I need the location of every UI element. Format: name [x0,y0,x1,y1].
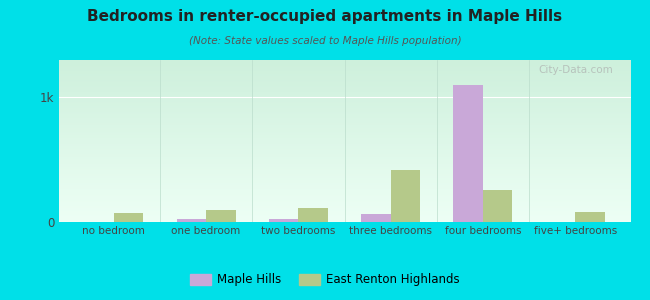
Text: Bedrooms in renter-occupied apartments in Maple Hills: Bedrooms in renter-occupied apartments i… [88,9,562,24]
Bar [545,221,575,222]
Bar [114,213,144,222]
Bar [575,212,604,222]
Bar [177,218,206,222]
Bar [391,170,420,222]
Bar [206,210,236,222]
Text: (Note: State values scaled to Maple Hills population): (Note: State values scaled to Maple Hill… [188,36,462,46]
Bar [298,208,328,222]
Bar [453,85,483,222]
Text: City-Data.com: City-Data.com [539,65,614,75]
Bar [483,190,512,222]
Bar [361,214,391,222]
Bar [84,221,114,222]
Legend: Maple Hills, East Renton Highlands: Maple Hills, East Renton Highlands [185,269,465,291]
Bar [269,219,298,222]
